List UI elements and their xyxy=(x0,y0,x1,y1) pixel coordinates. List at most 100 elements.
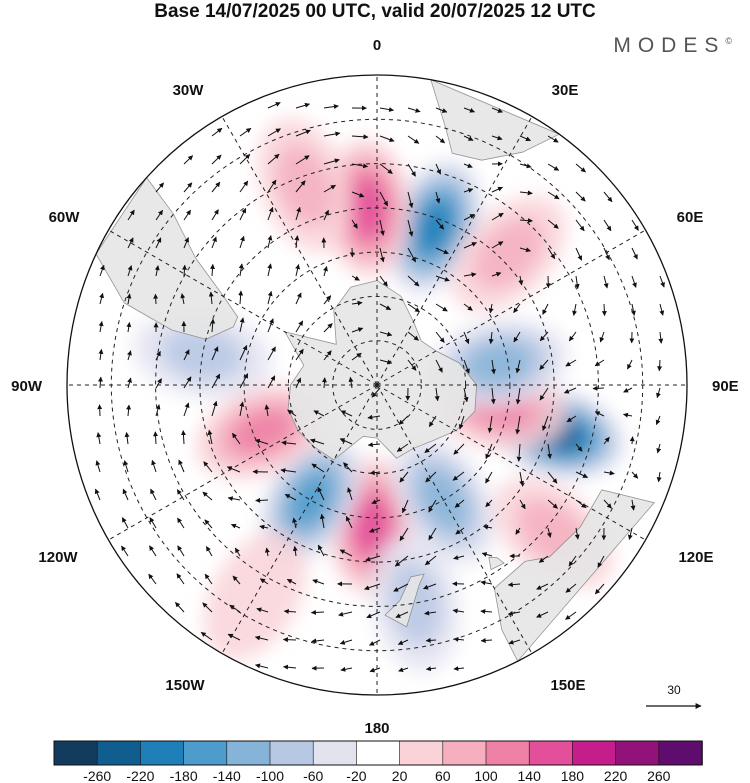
wind-vector xyxy=(507,610,521,616)
wind-vector xyxy=(180,430,186,445)
wind-vector xyxy=(463,359,470,374)
wind-vector xyxy=(575,191,586,202)
wind-vector xyxy=(491,135,503,141)
colorbar-swatch xyxy=(140,740,185,766)
wind-vector xyxy=(292,545,298,557)
wind-vector xyxy=(407,107,421,113)
wind-vector xyxy=(176,573,185,585)
wind-vector xyxy=(226,466,241,473)
meridian-line xyxy=(376,116,533,386)
wind-vector xyxy=(267,179,277,193)
wind-vector xyxy=(546,527,552,538)
colorbar-tick-label: 140 xyxy=(518,768,542,783)
wind-vector xyxy=(207,429,213,445)
wind-vector xyxy=(295,180,306,193)
wind-vector xyxy=(310,438,325,445)
lon-label-30e: 30E xyxy=(552,82,579,99)
latitude-circle xyxy=(332,340,422,430)
wind-vector xyxy=(295,377,302,389)
wind-vector xyxy=(227,496,241,502)
wind-vector xyxy=(483,524,493,530)
wind-vector xyxy=(259,524,269,530)
wind-vector xyxy=(490,359,496,375)
wind-vector xyxy=(424,443,437,453)
wind-vector xyxy=(369,639,381,646)
wind-vector xyxy=(238,290,244,305)
wind-vector xyxy=(97,404,103,417)
wind-vector xyxy=(463,107,475,113)
wind-vector xyxy=(231,432,241,445)
wind-vector xyxy=(393,583,409,592)
wind-vector xyxy=(366,611,381,619)
wind-vector xyxy=(239,373,249,389)
wind-vector xyxy=(623,387,633,393)
colorbar-swatch xyxy=(183,740,228,766)
lon-label-60e: 60E xyxy=(677,209,704,226)
wind-vector xyxy=(395,611,409,618)
wind-vector xyxy=(425,637,437,643)
wind-vector xyxy=(210,318,216,333)
wind-vector xyxy=(319,513,325,529)
wind-vector xyxy=(425,666,437,672)
wind-vector xyxy=(339,639,353,645)
wind-vector xyxy=(568,555,577,567)
wind-vector xyxy=(267,206,274,221)
wind-vector xyxy=(371,387,381,398)
wind-vector xyxy=(435,107,448,113)
wind-vector xyxy=(123,460,129,473)
graticule xyxy=(67,75,687,695)
wind-vector xyxy=(127,237,134,249)
wind-vector xyxy=(287,409,297,417)
wind-vector xyxy=(365,555,381,562)
wind-vector xyxy=(267,290,273,305)
latitude-circle xyxy=(243,251,511,519)
wind-vector xyxy=(209,263,215,277)
wind-vector xyxy=(280,468,297,473)
wind-vector xyxy=(435,191,441,204)
wind-vectors xyxy=(94,102,665,673)
wind-vector xyxy=(148,573,157,585)
colorbar-swatch xyxy=(485,740,531,766)
wind-vector xyxy=(452,471,465,481)
anomaly-contour xyxy=(354,497,390,556)
wind-vector xyxy=(180,293,186,305)
wind-vector xyxy=(463,135,474,141)
colorbar-tick-label: 260 xyxy=(647,768,671,783)
wind-vector xyxy=(463,163,473,168)
wind-vector xyxy=(603,191,613,203)
wind-vector xyxy=(211,127,223,137)
wind-vector xyxy=(369,527,381,533)
wind-vector xyxy=(351,300,363,306)
wind-vector xyxy=(211,181,221,193)
wind-vector xyxy=(536,583,549,590)
wind-vector xyxy=(204,519,213,529)
wind-vector xyxy=(211,209,219,221)
colorbar-swatch xyxy=(226,740,271,766)
wind-vector xyxy=(425,471,437,483)
wind-vector xyxy=(283,664,297,670)
wind-vector xyxy=(539,387,549,401)
colorbar-tick-label: -260 xyxy=(83,768,111,783)
wind-vector xyxy=(565,611,577,620)
wind-vector xyxy=(267,346,276,361)
wind-vector xyxy=(238,263,244,277)
wind-vector xyxy=(428,415,437,428)
wind-vector xyxy=(127,377,132,389)
wind-vector xyxy=(149,517,157,529)
wind-vector xyxy=(345,515,353,529)
wind-vector xyxy=(211,373,221,389)
wind-vector xyxy=(547,471,558,484)
wind-vector xyxy=(599,331,605,343)
wind-vector xyxy=(254,635,269,641)
wind-vector xyxy=(631,275,637,288)
meridian-line xyxy=(108,384,378,541)
wind-vector xyxy=(594,583,605,595)
wind-vector xyxy=(295,320,304,333)
wind-vector xyxy=(99,264,105,277)
wind-vector xyxy=(488,331,494,345)
wind-vector xyxy=(379,163,393,174)
wind-vector xyxy=(463,213,475,221)
wind-vector xyxy=(463,242,477,249)
wind-vector xyxy=(155,237,162,249)
wind-vector xyxy=(379,275,388,287)
